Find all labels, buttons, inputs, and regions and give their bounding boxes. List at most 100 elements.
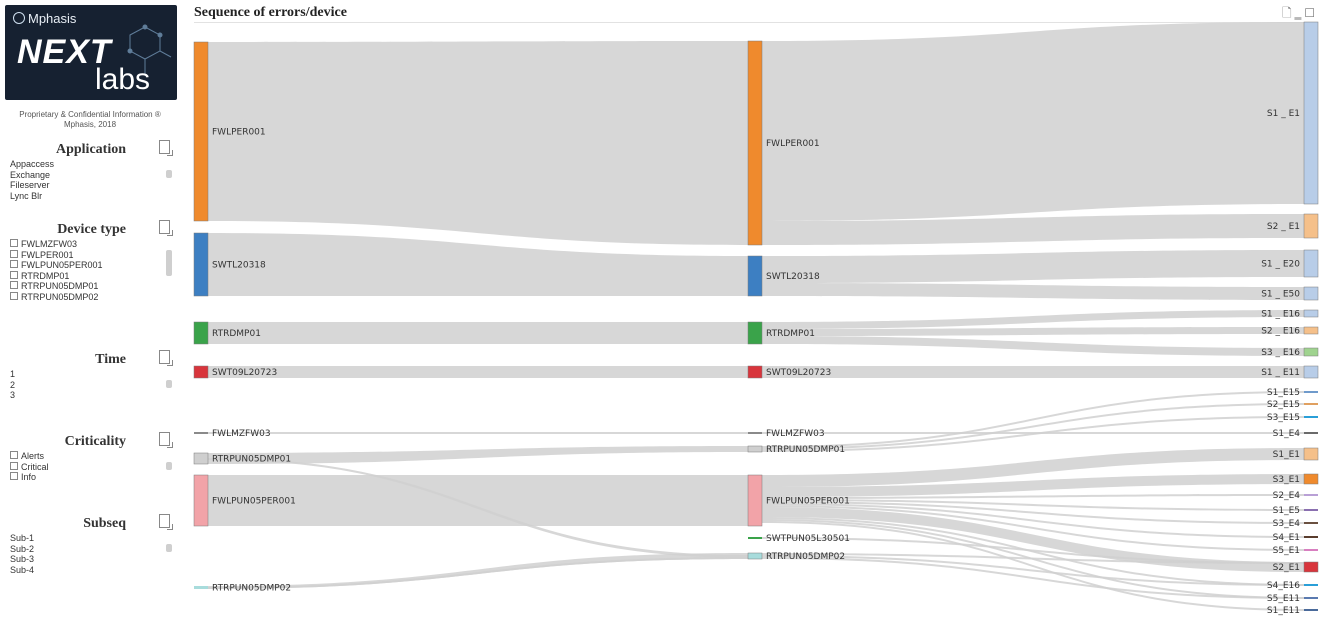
flow-swtl20318-s1_e50	[762, 283, 1304, 300]
sankey-node-device[interactable]	[747, 255, 763, 297]
checkbox[interactable]	[10, 249, 18, 258]
filter-title: Time	[95, 352, 126, 367]
maximize-icon[interactable]: ☐	[1304, 6, 1315, 20]
filter-option[interactable]: RTRDMP01	[10, 270, 103, 282]
sankey-node-error[interactable]	[1303, 447, 1319, 461]
scrollbar-thumb[interactable]	[166, 380, 172, 388]
filter-scrollbar[interactable]	[166, 162, 172, 212]
sankey-node-error[interactable]	[1303, 365, 1319, 379]
sankey-node-error[interactable]	[1304, 549, 1318, 551]
filter-scrollbar[interactable]	[166, 536, 172, 586]
filter-option-label: Info	[21, 472, 37, 482]
sankey-node-error[interactable]	[1303, 473, 1319, 485]
sankey-node-error[interactable]	[1304, 597, 1318, 599]
sankey-node-error[interactable]	[1304, 522, 1318, 524]
filter-option[interactable]: Critical	[10, 461, 49, 473]
sankey-node-device[interactable]	[748, 432, 762, 434]
scrollbar-thumb[interactable]	[166, 250, 172, 276]
sankey-node-error[interactable]	[1304, 536, 1318, 538]
filter-export-icon[interactable]	[159, 140, 173, 156]
sankey-node-error[interactable]	[1304, 584, 1318, 586]
sankey-node-error[interactable]	[1304, 432, 1318, 434]
sankey-node-device[interactable]	[747, 474, 763, 527]
minimize-icon[interactable]: ‗	[1294, 6, 1302, 20]
sankey-node-device-source[interactable]	[193, 41, 209, 222]
filter-option[interactable]: 3	[10, 390, 15, 401]
sankey-node-device[interactable]	[747, 445, 763, 453]
filter-option[interactable]: FWLPUN05PER001	[10, 260, 103, 271]
sankey-node-device[interactable]	[747, 40, 763, 246]
filter-option[interactable]: RTRPUN05DMP01	[10, 281, 103, 292]
sankey-node-error[interactable]	[1303, 561, 1319, 573]
sankey-node-device-source[interactable]	[194, 432, 208, 434]
sankey-node-error[interactable]	[1303, 309, 1319, 318]
company-name: Mphasis	[28, 11, 77, 26]
sankey-node-error[interactable]	[1304, 403, 1318, 405]
sankey-node-device-source[interactable]	[193, 365, 209, 379]
scrollbar-thumb[interactable]	[166, 462, 172, 470]
filter-export-icon[interactable]	[159, 350, 173, 366]
sankey-node-device[interactable]	[747, 321, 763, 345]
scrollbar-thumb[interactable]	[166, 170, 172, 178]
filter-option[interactable]: Exchange	[10, 170, 54, 181]
filter-option[interactable]: Sub-2	[10, 544, 34, 555]
sankey-node-device-source[interactable]	[193, 232, 209, 297]
sankey-node-error[interactable]	[1303, 286, 1319, 301]
filter-option[interactable]: FWLMZFW03	[10, 239, 103, 250]
sankey-node-error[interactable]	[1303, 21, 1319, 205]
checkbox[interactable]	[10, 451, 18, 459]
export-icon[interactable]: 🗋	[1281, 6, 1292, 20]
filter-option[interactable]: FWLPER001	[10, 249, 103, 261]
sankey-node-error[interactable]	[1304, 494, 1318, 496]
filter-option[interactable]: Fileserver	[10, 180, 54, 191]
sankey-node-error[interactable]	[1304, 416, 1318, 418]
filter-export-icon[interactable]	[159, 432, 173, 448]
filter-scrollbar[interactable]	[166, 372, 172, 412]
filter-option[interactable]: Lync Blr	[10, 191, 54, 202]
checkbox[interactable]	[10, 281, 18, 289]
filter-option[interactable]: Sub-4	[10, 565, 34, 576]
filter-scrollbar[interactable]	[166, 454, 172, 494]
filter-option-label: FWLPER001	[21, 249, 74, 260]
sankey-node-label: FWLPER001	[212, 128, 266, 138]
scrollbar-thumb[interactable]	[166, 544, 172, 552]
checkbox[interactable]	[10, 260, 18, 268]
sankey-node-error[interactable]	[1304, 391, 1318, 393]
sankey-node-device-source[interactable]	[194, 586, 208, 589]
filter-option[interactable]: 2	[10, 380, 15, 391]
flow-fwlpun05per001-s3_e1	[762, 474, 1304, 497]
sankey-node-device-source[interactable]	[193, 474, 209, 527]
filter-export-icon[interactable]	[159, 220, 173, 236]
filter-option[interactable]: Info	[10, 472, 49, 483]
sankey-node-device-source[interactable]	[193, 452, 209, 465]
sankey-node-error[interactable]	[1303, 213, 1319, 239]
flow-swt09l20723-s1_e11	[762, 366, 1304, 378]
filter-export-icon[interactable]	[159, 514, 173, 530]
checkbox[interactable]	[10, 472, 18, 480]
filter-option-label: Exchange	[10, 169, 51, 180]
sankey-node-error[interactable]	[1304, 609, 1318, 611]
checkbox[interactable]	[10, 461, 18, 470]
filter-option-label: 1	[10, 369, 16, 379]
filter-option[interactable]: RTRPUN05DMP02	[10, 291, 103, 303]
sankey-node-error[interactable]	[1304, 509, 1318, 511]
checkbox[interactable]	[10, 239, 18, 247]
checkbox[interactable]	[10, 270, 18, 279]
sankey-node-error[interactable]	[1303, 326, 1319, 335]
sankey-node-device[interactable]	[747, 552, 763, 560]
filter-option[interactable]: Sub-1	[10, 533, 34, 544]
sankey-node-device[interactable]	[748, 537, 762, 539]
filter-option[interactable]: Appaccess	[10, 159, 54, 170]
filter-option[interactable]: Sub-3	[10, 554, 34, 565]
filter-list: Sub-1 Sub-2 Sub-3 Sub-4	[10, 533, 34, 575]
sankey-node-error[interactable]	[1303, 249, 1319, 278]
sankey-node-error[interactable]	[1303, 347, 1319, 357]
filter-option[interactable]: 1	[10, 369, 15, 380]
filter-scrollbar[interactable]	[166, 242, 172, 313]
checkbox[interactable]	[10, 291, 18, 300]
sankey-node-device-source[interactable]	[193, 321, 209, 345]
flow-rtrdmp01	[208, 322, 748, 344]
filter-option[interactable]: Alerts	[10, 451, 49, 462]
sankey-node-device[interactable]	[747, 365, 763, 379]
title-divider	[194, 22, 1311, 23]
